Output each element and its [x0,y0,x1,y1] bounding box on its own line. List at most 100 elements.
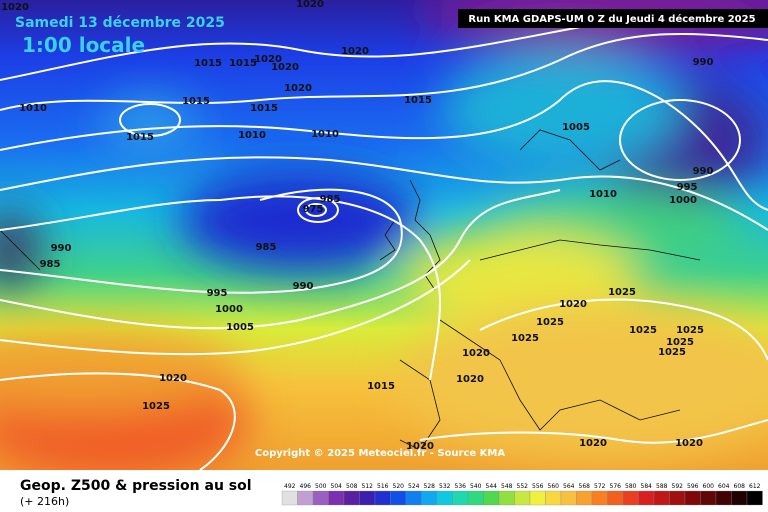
colorbar-swatch [390,490,407,506]
isobar-label: 1015 [404,95,432,106]
isobar-label: 1020 [579,438,607,449]
isobar-label: 1000 [215,304,243,315]
colorbar-swatch [607,490,624,506]
isobar-label: 990 [51,243,72,254]
colorbar-label: 552 [517,483,529,490]
colorbar-label: 516 [377,483,389,490]
colorbar-swatch [653,490,670,506]
colorbar-label: 588 [656,483,668,490]
isobar-label: 985 [256,242,277,253]
isobar-label: 1020 [271,62,299,73]
isobar-label: 1005 [562,122,590,133]
isobar-label: 1020 [406,441,434,452]
run-info: Run KMA GDAPS-UM 0 Z du Jeudi 4 décembre… [468,13,755,25]
colorbar-swatch [560,490,577,506]
isobar-label: 1025 [658,347,686,358]
colorbar-swatch [359,490,376,506]
colorbar-label: 612 [749,483,761,490]
footer-lead: (+ 216h) [20,495,69,508]
colorbar-label: 580 [625,483,637,490]
isobar-label: 1025 [666,337,694,348]
colorbar-swatch [746,490,763,506]
isobar-label: 1025 [142,401,170,412]
colorbar-swatch [281,490,298,506]
isobar-label: 1015 [182,96,210,107]
isobar-label: 1010 [238,130,266,141]
colorbar-label: 512 [362,483,374,490]
isobars [0,19,768,470]
colorbar-swatch [514,490,531,506]
colorbar-label: 528 [424,483,436,490]
colorbar-swatch [545,490,562,506]
colorbar-swatch [374,490,391,506]
colorbar-label: 496 [300,483,312,490]
colorbar-label: 544 [486,483,498,490]
isobar-label: 1020 [254,54,282,65]
isobar-label: 990 [693,57,714,68]
isobar-label: 1025 [676,325,704,336]
isobar-label: 1000 [669,195,697,206]
isobar-label: 1020 [159,373,187,384]
isobar-label: 1025 [608,287,636,298]
colorbar-label: 568 [579,483,591,490]
colorbar-label: 500 [315,483,327,490]
colorbar-label: 572 [594,483,606,490]
colorbar-label: 608 [734,483,746,490]
colorbar-swatch [436,490,453,506]
colorbar-label: 592 [672,483,684,490]
colorbar-swatch [498,490,515,506]
colorbar-swatch [715,490,732,506]
colorbar-swatch [343,490,360,506]
colorbar-label: 556 [532,483,544,490]
colorbar-swatch [529,490,546,506]
colorbar-swatch [452,490,469,506]
colorbar-label: 524 [408,483,420,490]
isobar-label: 1020 [284,83,312,94]
isobar-label: 1010 [311,129,339,140]
isobar-label: 1020 [462,348,490,359]
colorbar-swatch [312,490,329,506]
isobar-label: 1010 [589,189,617,200]
isobar-label: 1015 [126,132,154,143]
colorbar-label: 492 [284,483,296,490]
colorbar-label: 560 [548,483,560,490]
colorbar-swatch [700,490,717,506]
colorbar-label: 504 [331,483,343,490]
isobar-label: 1020 [559,299,587,310]
colorbar-label: 600 [703,483,715,490]
isobar-label: 985 [40,259,61,270]
isobar-label: 1005 [226,322,254,333]
isobar-label: 975 [303,204,324,215]
colorbar-label: 596 [687,483,699,490]
isobar-label: 995 [677,182,698,193]
colorbar-label: 548 [501,483,513,490]
colorbar-label: 584 [641,483,653,490]
colorbar-swatch [684,490,701,506]
colorbar-swatch [405,490,422,506]
colorbar-label: 576 [610,483,622,490]
colorbar-swatch [622,490,639,506]
colorbar-swatch [421,490,438,506]
colorbar-swatch [591,490,608,506]
run-box [458,9,768,28]
isobar-label: 990 [693,166,714,177]
isobar-label: 1015 [250,103,278,114]
footer-title: Geop. Z500 & pression au sol [20,478,252,494]
copyright: Copyright © 2025 Meteociel.fr - Source K… [255,448,506,459]
colorbar-swatch [638,490,655,506]
forecast-time: 1:00 locale [22,33,145,57]
colorbar-swatch [483,490,500,506]
isobar-label: 1020 [341,46,369,57]
isobar-label: 990 [293,281,314,292]
colorbar-swatch [669,490,686,506]
isobar-label: 1020 [296,0,324,10]
isobar-label: 1015 [194,58,222,69]
colorbar-swatch [297,490,314,506]
colorbar-swatch [467,490,484,506]
colorbar-label: 532 [439,483,451,490]
isobar-label: 1020 [456,374,484,385]
colorbar: 492 496 500 504 508 512 516 520 524 528 532 536 540 5… [281,483,763,506]
isobar-label: 1020 [675,438,703,449]
